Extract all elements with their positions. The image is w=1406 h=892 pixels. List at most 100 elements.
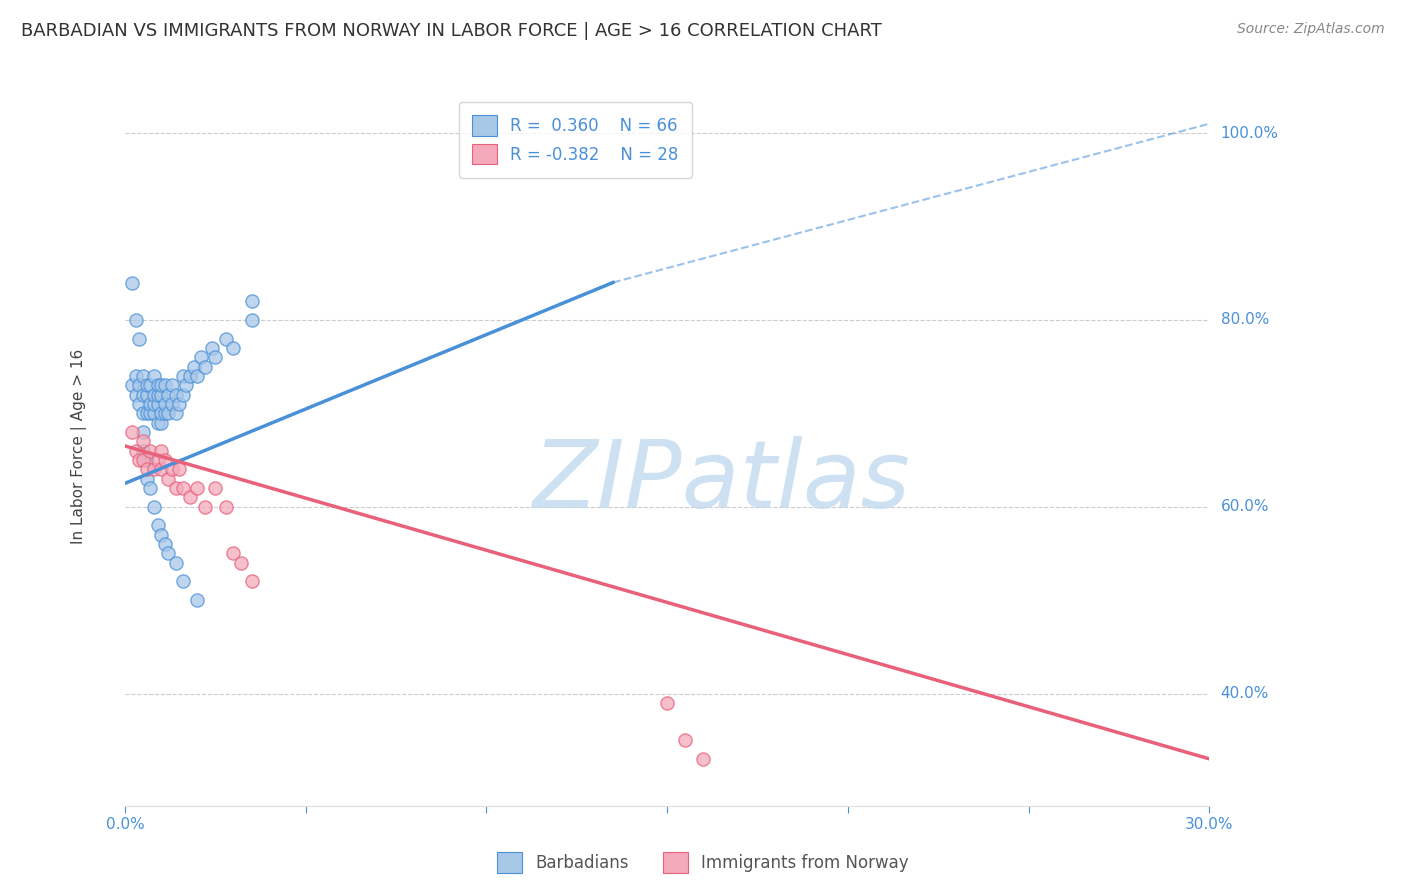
Point — [167, 397, 190, 411]
Point — [153, 537, 176, 551]
Point — [153, 406, 176, 420]
Point — [142, 500, 165, 514]
Point — [142, 462, 165, 476]
Point — [146, 453, 169, 467]
Point — [139, 443, 162, 458]
Point — [157, 387, 180, 401]
Point — [121, 425, 143, 439]
Point — [204, 350, 226, 364]
Legend: Barbadians, Immigrants from Norway: Barbadians, Immigrants from Norway — [491, 846, 915, 880]
Text: 40.0%: 40.0% — [1220, 686, 1268, 701]
Text: 100.0%: 100.0% — [1220, 126, 1278, 141]
Point — [167, 462, 190, 476]
Point — [125, 313, 148, 327]
Point — [135, 378, 157, 392]
Point — [183, 359, 205, 374]
Point — [153, 397, 176, 411]
Text: 80.0%: 80.0% — [1220, 312, 1268, 327]
Point — [165, 406, 187, 420]
Text: Source: ZipAtlas.com: Source: ZipAtlas.com — [1237, 22, 1385, 37]
Point — [204, 481, 226, 495]
Point — [132, 453, 155, 467]
Text: 60.0%: 60.0% — [1220, 500, 1270, 514]
Point — [150, 416, 173, 430]
Point — [215, 332, 238, 346]
Point — [132, 425, 155, 439]
Point — [139, 481, 162, 495]
Point — [240, 313, 263, 327]
Point — [128, 332, 150, 346]
Point — [193, 500, 215, 514]
Point — [157, 546, 180, 560]
Point — [139, 378, 162, 392]
Point — [157, 472, 180, 486]
Point — [165, 387, 187, 401]
Point — [142, 406, 165, 420]
Point — [128, 453, 150, 467]
Point — [132, 443, 155, 458]
Point — [135, 406, 157, 420]
Point — [150, 527, 173, 541]
Point — [125, 387, 148, 401]
Point — [193, 359, 215, 374]
Point — [150, 462, 173, 476]
Point — [165, 481, 187, 495]
Point — [125, 368, 148, 383]
Point — [160, 462, 183, 476]
Point — [121, 276, 143, 290]
Point — [179, 491, 201, 505]
Point — [172, 387, 194, 401]
Point — [146, 378, 169, 392]
Point — [165, 556, 187, 570]
Point — [146, 416, 169, 430]
Point — [132, 387, 155, 401]
Point — [240, 574, 263, 589]
Point — [160, 378, 183, 392]
Point — [176, 378, 198, 392]
Point — [125, 443, 148, 458]
Point — [135, 462, 157, 476]
Text: ZIPatlas: ZIPatlas — [533, 436, 910, 527]
Point — [673, 733, 696, 747]
Point — [172, 368, 194, 383]
Point — [215, 500, 238, 514]
Point — [132, 406, 155, 420]
Point — [657, 696, 679, 710]
Point — [142, 368, 165, 383]
Point — [135, 387, 157, 401]
Point — [135, 472, 157, 486]
Point — [150, 406, 173, 420]
Point — [132, 368, 155, 383]
Point — [146, 518, 169, 533]
Point — [128, 397, 150, 411]
Point — [229, 556, 252, 570]
Point — [190, 350, 212, 364]
Point — [160, 397, 183, 411]
Point — [135, 453, 157, 467]
Legend: R =  0.360    N = 66, R = -0.382    N = 28: R = 0.360 N = 66, R = -0.382 N = 28 — [458, 102, 692, 178]
Point — [186, 593, 208, 607]
Point — [150, 387, 173, 401]
Point — [128, 378, 150, 392]
Text: In Labor Force | Age > 16: In Labor Force | Age > 16 — [72, 349, 87, 543]
Point — [201, 341, 224, 355]
Point — [222, 341, 245, 355]
Point — [139, 406, 162, 420]
Point — [150, 378, 173, 392]
Point — [146, 387, 169, 401]
Point — [153, 378, 176, 392]
Point — [142, 397, 165, 411]
Point — [142, 387, 165, 401]
Point — [132, 434, 155, 449]
Point — [240, 294, 263, 309]
Point — [150, 443, 173, 458]
Point — [157, 406, 180, 420]
Point — [222, 546, 245, 560]
Point — [179, 368, 201, 383]
Point — [186, 481, 208, 495]
Point — [139, 397, 162, 411]
Point — [153, 453, 176, 467]
Point — [172, 574, 194, 589]
Point — [692, 752, 714, 766]
Point — [186, 368, 208, 383]
